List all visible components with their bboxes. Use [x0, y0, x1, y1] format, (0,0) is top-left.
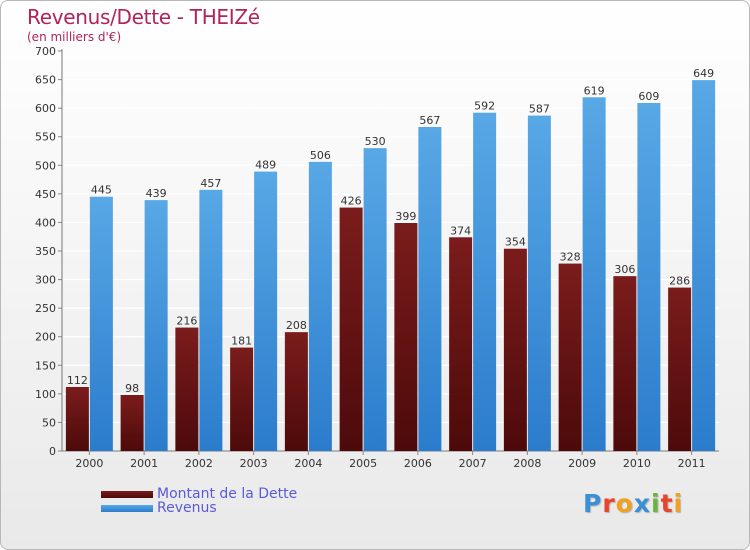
legend-label-revenue: Revenus: [157, 500, 217, 516]
revenue-value-label: 530: [365, 135, 386, 148]
legend-item-revenue: Revenus: [101, 500, 421, 517]
x-tick-label: 2002: [185, 457, 213, 470]
revenue-bar: [308, 161, 332, 451]
debt-bar: [175, 327, 199, 451]
revenue-bar: [418, 127, 442, 451]
debt-value-label: 112: [67, 374, 88, 387]
legend-label-debt: Montant de la Dette: [157, 486, 298, 502]
revenue-value-label: 649: [693, 67, 714, 80]
y-tick-label: 450: [35, 188, 56, 201]
revenue-bar: [254, 171, 278, 452]
x-tick-label: 2006: [404, 457, 432, 470]
debt-bar: [503, 248, 527, 451]
logo-letter: r: [602, 489, 616, 518]
x-tick-label: 2004: [294, 457, 322, 470]
revenue-value-label: 506: [310, 149, 331, 162]
debt-bar: [339, 207, 363, 451]
debt-value-label: 328: [560, 251, 581, 264]
debt-bar: [65, 387, 89, 451]
revenue-bar: [527, 115, 551, 452]
debt-value-label: 306: [614, 263, 635, 276]
revenue-value-label: 619: [584, 84, 605, 97]
debt-value-label: 399: [395, 210, 416, 223]
debt-value-label: 374: [450, 224, 471, 237]
debt-bar: [449, 237, 473, 451]
x-tick-label: 2008: [513, 457, 541, 470]
x-tick-label: 2009: [568, 457, 596, 470]
revenue-value-label: 592: [474, 100, 495, 113]
y-tick-label: 550: [35, 131, 56, 144]
logo-letter: o: [615, 489, 634, 518]
debt-bar: [613, 276, 637, 451]
revenue-value-label: 609: [638, 90, 659, 103]
y-tick-label: 650: [35, 74, 56, 87]
debt-bar: [230, 347, 254, 451]
legend-swatch-debt: [101, 491, 153, 498]
legend-item-debt: Montant de la Dette: [101, 486, 421, 503]
logo-letter: P: [583, 489, 603, 518]
revenue-bar: [144, 200, 168, 451]
y-tick-label: 600: [35, 102, 56, 115]
debt-value-label: 216: [176, 315, 197, 328]
y-tick-label: 200: [35, 331, 56, 344]
x-tick-label: 2000: [75, 457, 103, 470]
logo-letter: i: [651, 489, 661, 518]
y-tick-label: 150: [35, 359, 56, 372]
debt-bar: [394, 223, 418, 451]
revenue-bar: [692, 80, 716, 452]
y-tick-label: 100: [35, 388, 56, 401]
debt-bar: [558, 263, 582, 451]
revenue-value-label: 439: [146, 187, 167, 200]
chart-title: Revenus/Dette - THEIZé: [27, 5, 260, 29]
proxiti-logo: Proxiti: [583, 489, 683, 518]
logo-letter: x: [633, 489, 651, 518]
revenue-value-label: 445: [91, 184, 112, 197]
y-tick-label: 250: [35, 302, 56, 315]
revenue-bar: [582, 97, 606, 452]
revenue-bar: [473, 112, 497, 451]
revenue-value-label: 489: [255, 159, 276, 172]
revenue-bar: [637, 103, 661, 451]
y-tick-label: 500: [35, 159, 56, 172]
revenue-bar: [363, 148, 387, 451]
y-tick-label: 50: [42, 416, 56, 429]
x-tick-label: 2007: [459, 457, 487, 470]
debt-value-label: 286: [669, 275, 690, 288]
revenue-bar: [89, 196, 113, 451]
revenue-bar: [199, 189, 223, 451]
x-tick-label: 2001: [130, 457, 158, 470]
debt-bar: [668, 287, 692, 451]
logo-letter: t: [660, 489, 674, 518]
debt-value-label: 354: [505, 236, 526, 249]
revenue-value-label: 567: [419, 114, 440, 127]
y-tick-label: 300: [35, 274, 56, 287]
legend-swatch-revenue: [101, 505, 153, 512]
debt-value-label: 98: [125, 382, 139, 395]
debt-value-label: 426: [341, 195, 362, 208]
revenue-value-label: 457: [200, 177, 221, 190]
chart-subtitle: (en milliers d'€): [27, 30, 122, 44]
x-tick-label: 2010: [623, 457, 651, 470]
y-tick-label: 400: [35, 216, 56, 229]
logo-letter: i: [673, 489, 684, 518]
debt-value-label: 181: [231, 335, 252, 348]
x-tick-label: 2005: [349, 457, 377, 470]
debt-bar: [120, 395, 144, 451]
y-tick-label: 350: [35, 245, 56, 258]
x-tick-label: 2003: [240, 457, 268, 470]
revenue-value-label: 587: [529, 103, 550, 116]
x-tick-label: 2011: [678, 457, 706, 470]
debt-value-label: 208: [286, 319, 307, 332]
debt-bar: [284, 332, 308, 451]
y-tick-label: 700: [35, 45, 56, 58]
y-tick-label: 0: [49, 445, 56, 458]
